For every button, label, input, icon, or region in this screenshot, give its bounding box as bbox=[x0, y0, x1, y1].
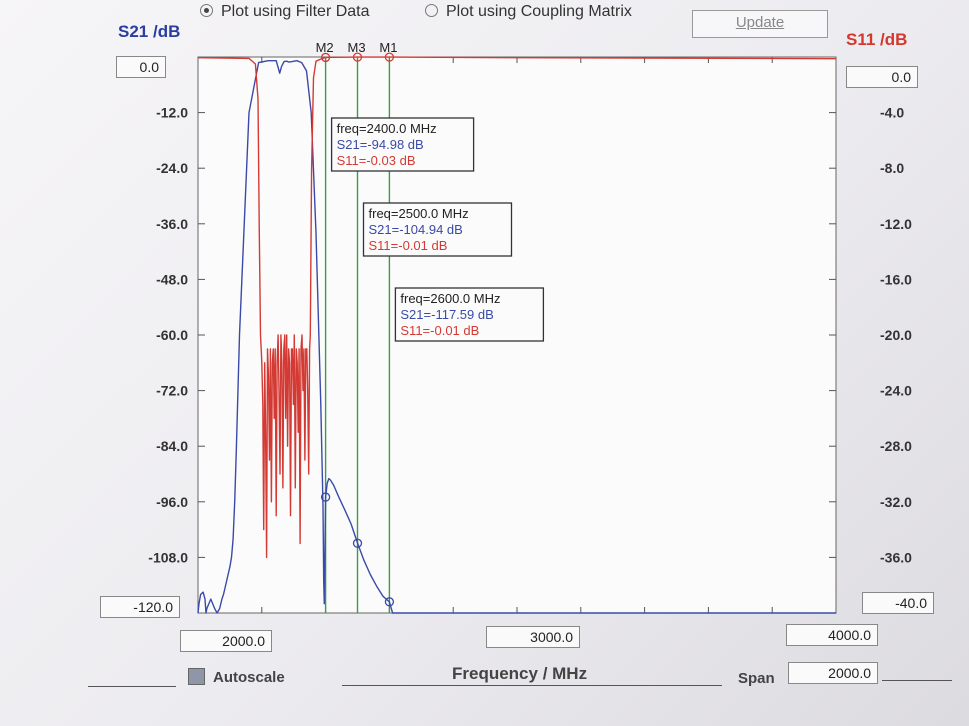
left-tick-label: -96.0 bbox=[156, 494, 188, 510]
s21-marker-dot bbox=[384, 597, 395, 607]
marker-label: M1 bbox=[379, 40, 397, 55]
s21-bottom-input[interactable]: -120.0 bbox=[100, 596, 180, 618]
right-tick-label: -24.0 bbox=[880, 383, 912, 399]
callout-box bbox=[394, 287, 545, 342]
span-label: Span bbox=[738, 670, 775, 687]
x-center-input[interactable]: 3000.0 bbox=[486, 626, 580, 648]
x-start-input[interactable]: 2000.0 bbox=[180, 630, 272, 652]
s21-top-input[interactable]: 0.0 bbox=[116, 56, 166, 78]
callout-text: S21=-117.59 dB bbox=[400, 307, 493, 322]
checkbox-icon[interactable] bbox=[188, 668, 205, 685]
right-tick-label: -20.0 bbox=[880, 327, 912, 343]
right-tick-label: -12.0 bbox=[880, 216, 912, 232]
marker-dots bbox=[320, 52, 395, 607]
left-tick-label: -36.0 bbox=[156, 216, 188, 232]
option-filter-data[interactable]: Plot using Filter Data bbox=[200, 3, 370, 21]
right-tick-label: -16.0 bbox=[880, 271, 912, 287]
callout-text: S11=-0.01 dB bbox=[400, 323, 479, 338]
s11-top-input[interactable]: 0.0 bbox=[846, 66, 918, 88]
underline-right bbox=[882, 680, 952, 681]
left-tick-label: -12.0 bbox=[156, 105, 188, 121]
option-filter-data-label: Plot using Filter Data bbox=[221, 3, 370, 20]
curves bbox=[197, 56, 837, 614]
callout-text: S21=-104.94 dB bbox=[369, 222, 463, 237]
right-tick-label: -36.0 bbox=[880, 549, 912, 565]
callout-text: freq=2400.0 MHz bbox=[337, 121, 437, 136]
underline-center bbox=[342, 685, 722, 686]
callout-text: S11=-0.03 dB bbox=[337, 153, 416, 168]
left-tick-label: -108.0 bbox=[148, 549, 188, 565]
callout-box bbox=[362, 202, 513, 257]
callout-text: freq=2600.0 MHz bbox=[400, 291, 500, 306]
left-tick-label: -48.0 bbox=[156, 271, 188, 287]
s11-axis-title: S11 /dB bbox=[846, 30, 908, 49]
right-tick-label: -4.0 bbox=[880, 105, 904, 121]
left-tick-label: -60.0 bbox=[156, 327, 188, 343]
callout-text: freq=2500.0 MHz bbox=[369, 206, 469, 221]
s11-marker-dot bbox=[320, 52, 331, 63]
left-tick-label: -24.0 bbox=[156, 160, 188, 176]
s21-marker-dot bbox=[320, 492, 331, 502]
marker-label: M2 bbox=[316, 40, 334, 55]
marker-label: M3 bbox=[348, 40, 366, 55]
callout-text: S11=-0.01 dB bbox=[369, 238, 448, 253]
right-tick-label: -28.0 bbox=[880, 438, 912, 454]
x-axis-title: Frequency / MHz bbox=[452, 664, 588, 683]
left-tick-label: -72.0 bbox=[156, 383, 188, 399]
radio-unselected-icon[interactable] bbox=[425, 4, 438, 17]
right-tick-label: -8.0 bbox=[880, 160, 904, 176]
callout-text: S21=-94.98 dB bbox=[337, 137, 424, 152]
s11-marker-dot bbox=[352, 52, 363, 62]
autoscale-label: Autoscale bbox=[213, 669, 285, 686]
update-button[interactable]: Update bbox=[692, 10, 828, 38]
left-tick-label: -84.0 bbox=[156, 438, 188, 454]
option-coupling-matrix[interactable]: Plot using Coupling Matrix bbox=[425, 3, 632, 21]
radio-selected-icon[interactable] bbox=[200, 4, 213, 17]
s11-curve bbox=[197, 56, 837, 559]
callout-box bbox=[330, 117, 475, 172]
underline-left bbox=[88, 686, 176, 687]
s11-marker-dot bbox=[384, 52, 395, 62]
s21-curve bbox=[197, 60, 836, 614]
s21-axis-title: S21 /dB bbox=[118, 22, 181, 41]
right-tick-label: -32.0 bbox=[880, 494, 912, 510]
s11-bottom-input[interactable]: -40.0 bbox=[862, 592, 934, 614]
s21-marker-dot bbox=[352, 538, 363, 548]
axis-ticks: -12.0 -4.0 -24.0 -8.0 -36.0 -12.0 -48.0 -16.0 -6… bbox=[148, 57, 912, 613]
autoscale-checkbox[interactable]: Autoscale bbox=[188, 668, 285, 686]
x-end-input[interactable]: 4000.0 bbox=[786, 624, 878, 646]
option-coupling-matrix-label: Plot using Coupling Matrix bbox=[446, 3, 632, 20]
span-input[interactable]: 2000.0 bbox=[788, 662, 878, 684]
